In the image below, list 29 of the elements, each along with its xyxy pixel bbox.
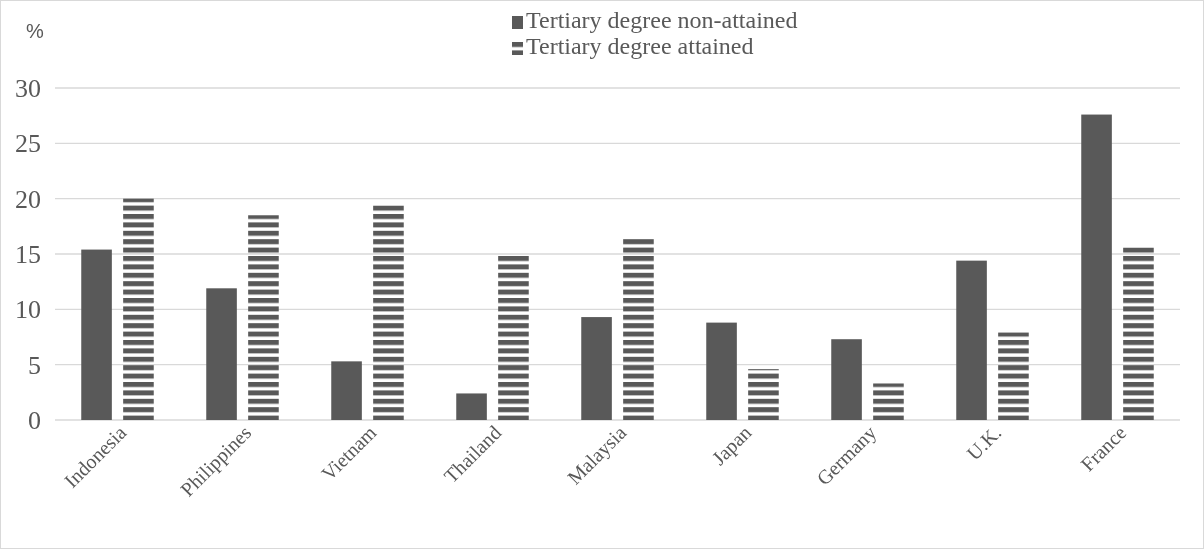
bar: [456, 393, 487, 420]
legend-label: Tertiary degree non-attained: [526, 7, 798, 33]
y-tick-label: 5: [28, 350, 41, 380]
bar: [123, 198, 154, 420]
bar: [581, 317, 612, 420]
bar: [248, 215, 279, 420]
bar: [1081, 114, 1112, 420]
legend-label: Tertiary degree attained: [526, 33, 754, 59]
y-tick-label: 0: [28, 406, 41, 436]
y-tick-label: 25: [15, 129, 41, 159]
y-tick-label: 10: [15, 295, 41, 325]
bar: [956, 260, 987, 420]
bar: [998, 332, 1029, 420]
y-tick-label: 15: [15, 240, 41, 270]
bar: [206, 288, 237, 420]
bar: [831, 339, 862, 420]
y-axis-title: %: [26, 20, 45, 42]
bar: [873, 383, 904, 420]
bar: [331, 361, 362, 420]
bar: [498, 255, 529, 420]
bar: [748, 369, 779, 420]
y-tick-label: 30: [15, 74, 41, 104]
bar: [81, 249, 112, 420]
bar: [373, 205, 404, 420]
bar: [706, 322, 737, 420]
x-tick-label: U.K.: [962, 421, 1006, 465]
y-tick-label: 20: [15, 184, 41, 214]
bar: [623, 238, 654, 420]
bar: [1123, 247, 1154, 420]
